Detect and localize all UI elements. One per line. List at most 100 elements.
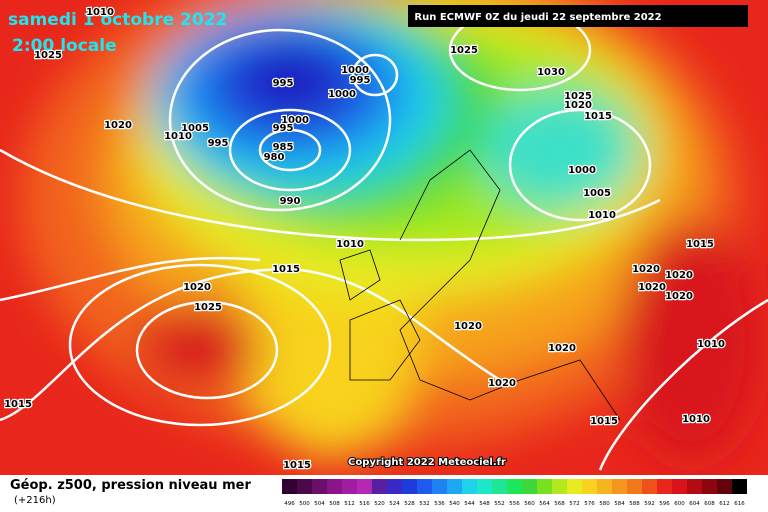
- scale-swatch: [432, 479, 447, 494]
- scale-swatch: [507, 479, 522, 494]
- scale-label: 556: [509, 501, 520, 507]
- scale-swatch: [597, 479, 612, 494]
- scale-label: 516: [359, 501, 370, 507]
- scale-swatch: [357, 479, 372, 494]
- scale-label: 568: [554, 501, 565, 507]
- scale-swatch: [477, 479, 492, 494]
- lead-time: (+216h): [14, 495, 56, 506]
- isobar-label: 1020: [638, 282, 666, 293]
- time: 2:00 locale: [12, 36, 117, 56]
- scale-swatch: [282, 479, 297, 494]
- scale-label: 504: [314, 501, 325, 507]
- scale-label: 560: [524, 501, 535, 507]
- isobar-label: 990: [280, 196, 301, 207]
- isobar-label: 1020: [564, 100, 592, 111]
- scale-label: 588: [629, 501, 640, 507]
- isobar-label: 1010: [588, 210, 616, 221]
- scale-swatch: [657, 479, 672, 494]
- scale-label: 512: [344, 501, 355, 507]
- isobar-label: 1030: [537, 67, 565, 78]
- scale-swatch: [702, 479, 717, 494]
- isobar-label: 995: [273, 123, 294, 134]
- scale-swatch: [387, 479, 402, 494]
- scale-label: 596: [659, 501, 670, 507]
- scale-label: 576: [584, 501, 595, 507]
- isobar-label: 1015: [686, 239, 714, 250]
- scale-label: 600: [674, 501, 685, 507]
- isobar-label: 1010: [682, 414, 710, 425]
- scale-label: 580: [599, 501, 610, 507]
- scale-label: 564: [539, 501, 550, 507]
- scale-label: 584: [614, 501, 625, 507]
- scale-label: 608: [704, 501, 715, 507]
- isobar-label: 995: [208, 138, 229, 149]
- isobar-label: 1010: [164, 131, 192, 142]
- isobar-label: 1025: [564, 91, 592, 102]
- isobar-label: 1020: [548, 343, 576, 354]
- scale-label: 524: [389, 501, 400, 507]
- isobar-label: 1000: [341, 65, 369, 76]
- scale-swatch: [492, 479, 507, 494]
- isobar-label: 1015: [272, 264, 300, 275]
- scale-swatch: [582, 479, 597, 494]
- scale-swatch: [402, 479, 417, 494]
- scale-label: 572: [569, 501, 580, 507]
- scale-swatch: [687, 479, 702, 494]
- isobar-label: 1000: [568, 165, 596, 176]
- run-box: [408, 5, 748, 27]
- scale-swatch: [732, 479, 747, 494]
- isobar-label: 1020: [183, 282, 211, 293]
- scale-label: 496: [284, 501, 295, 507]
- scale-label: 536: [434, 501, 445, 507]
- field: [0, 0, 768, 475]
- legend-title: Géop. z500, pression niveau mer: [10, 478, 251, 493]
- isobar-label: 1015: [590, 416, 618, 427]
- scale-swatch: [552, 479, 567, 494]
- scale-swatch: [327, 479, 342, 494]
- run-info: Run ECMWF 0Z du jeudi 22 septembre 2022: [414, 12, 661, 23]
- isobar-label: 1020: [104, 120, 132, 131]
- isobar-label: 1005: [181, 123, 209, 134]
- scale-swatch: [537, 479, 552, 494]
- isobar-label: 1010: [697, 339, 725, 350]
- scale-swatch: [312, 479, 327, 494]
- isobar-label: 980: [264, 152, 285, 163]
- isobar-label: 1020: [665, 291, 693, 302]
- scale-label: 508: [329, 501, 340, 507]
- isobar-label: 1005: [583, 188, 611, 199]
- isobar-label: 1025: [194, 302, 222, 313]
- isobar-label: 1015: [283, 460, 311, 471]
- scale-label: 520: [374, 501, 385, 507]
- scale-label: 528: [404, 501, 415, 507]
- isobar-label: 985: [273, 142, 294, 153]
- scale-label: 500: [299, 501, 310, 507]
- scale-swatch: [297, 479, 312, 494]
- scale-swatch: [342, 479, 357, 494]
- scale-swatch: [372, 479, 387, 494]
- isobar-label: 1000: [281, 115, 309, 126]
- scale-label: 540: [449, 501, 460, 507]
- isobar-label: 1025: [450, 45, 478, 56]
- isobar-label: 1020: [488, 378, 516, 389]
- scale-label: 548: [479, 501, 490, 507]
- scale-swatch: [642, 479, 657, 494]
- scale-swatch: [417, 479, 432, 494]
- date: samedi 1 octobre 2022: [8, 10, 227, 30]
- isobar-label: 995: [273, 78, 294, 89]
- isobar-label: 1000: [328, 89, 356, 100]
- scale-label: 612: [719, 501, 730, 507]
- scale-swatch: [627, 479, 642, 494]
- scale-swatch: [447, 479, 462, 494]
- isobar-label: 1015: [584, 111, 612, 122]
- scale-swatch: [462, 479, 477, 494]
- scale-swatch: [522, 479, 537, 494]
- isobar-label: 1025: [34, 50, 62, 61]
- scale-label: 616: [734, 501, 745, 507]
- isobar-label: 1020: [454, 321, 482, 332]
- isobar-label: 995: [350, 75, 371, 86]
- scale-swatch: [672, 479, 687, 494]
- scale-label: 532: [419, 501, 430, 507]
- isobar-label: 1015: [4, 399, 32, 410]
